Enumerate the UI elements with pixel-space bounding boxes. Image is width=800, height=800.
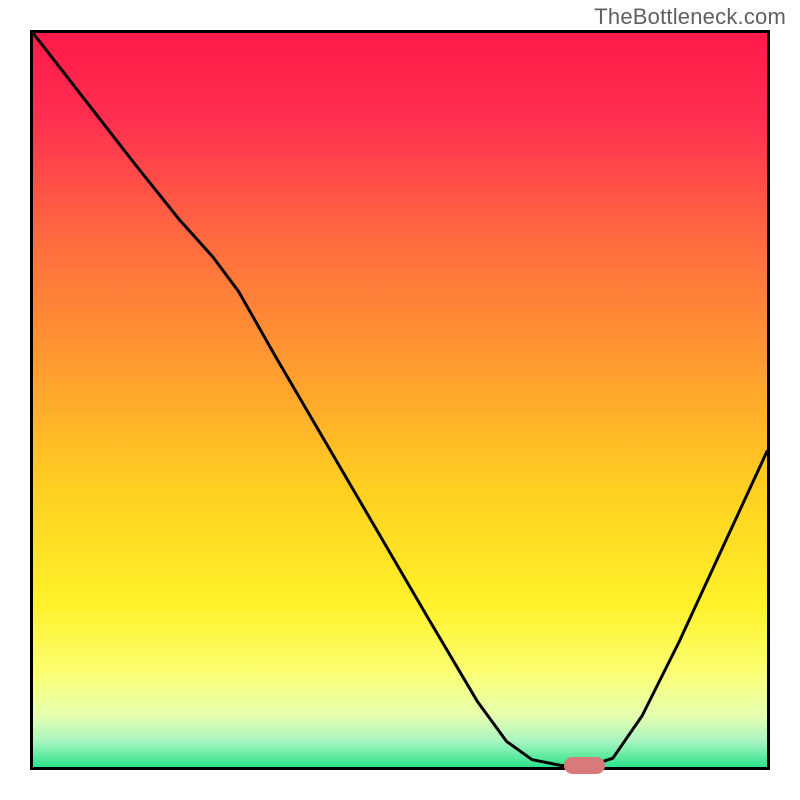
curve-path: [33, 33, 767, 766]
optimal-marker: [564, 757, 605, 773]
chart-frame: [30, 30, 770, 770]
bottleneck-curve: [33, 33, 767, 767]
watermark-text: TheBottleneck.com: [594, 4, 786, 30]
